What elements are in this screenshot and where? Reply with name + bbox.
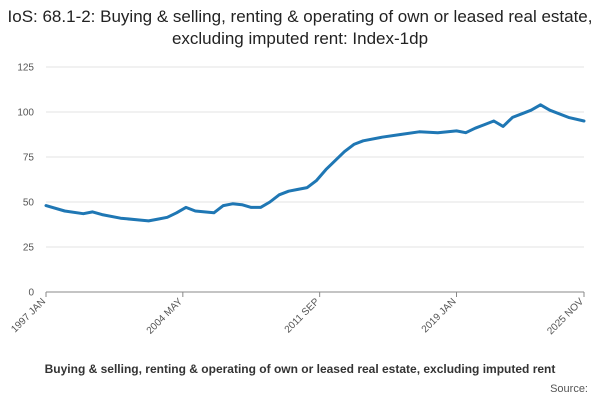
data-point: [511, 116, 514, 119]
data-point: [100, 213, 104, 216]
data-point: [222, 204, 225, 207]
data-point: [567, 116, 570, 119]
data-point: [548, 109, 551, 112]
data-point: [287, 190, 290, 193]
data-point: [138, 218, 141, 222]
data-point: [324, 168, 328, 171]
data-point: [82, 212, 85, 215]
data-point: [156, 217, 160, 221]
data-point: [259, 206, 262, 209]
y-tick-label: 25: [23, 243, 35, 254]
y-tick-label: 100: [17, 108, 34, 119]
data-point: [464, 131, 467, 134]
series-line: [44, 103, 586, 223]
data-point: [529, 109, 533, 112]
data-point: [240, 203, 244, 206]
data-point: [184, 206, 188, 209]
y-tick-label: 75: [23, 153, 35, 164]
data-point: [231, 202, 234, 205]
x-tick-label: 2025 NOV: [545, 296, 586, 337]
data-point: [119, 217, 122, 220]
x-tick-label: 1997 JAN: [9, 296, 48, 335]
data-point: [296, 188, 300, 191]
data-point: [278, 193, 281, 196]
data-point: [362, 139, 365, 142]
data-point: [343, 150, 346, 153]
data-point: [399, 133, 402, 136]
data-point: [194, 209, 197, 213]
x-tick-label: 2004 MAY: [145, 296, 186, 337]
data-point: [380, 136, 384, 139]
data-point: [166, 216, 169, 219]
data-point: [436, 131, 439, 134]
y-tick-label: 0: [28, 288, 34, 299]
data-point: [582, 119, 586, 123]
data-point: [306, 186, 309, 189]
chart-title: IoS: 68.1-2: Buying & selling, renting &…: [7, 7, 593, 48]
data-point: [334, 159, 337, 162]
data-point: [418, 130, 421, 133]
data-point: [175, 211, 178, 214]
y-tick-label: 125: [17, 63, 34, 74]
y-tick-label: 50: [23, 198, 35, 209]
data-point: [483, 123, 486, 126]
data-point: [315, 179, 318, 182]
data-point: [520, 112, 523, 116]
legend-label: Buying & selling, renting & operating of…: [45, 362, 556, 376]
data-point: [212, 211, 216, 214]
x-axis: 1997 JAN 2004 MAY 2011 SEP 2019 JAN 2025 NOV: [9, 292, 586, 337]
data-point: [539, 103, 542, 107]
x-tick-label: 2019 JAN: [420, 296, 459, 335]
data-point: [250, 206, 253, 209]
y-axis: 0 25 50 75 100 125: [17, 63, 34, 299]
data-point: [455, 129, 458, 133]
x-tick-label: 2011 SEP: [283, 296, 322, 335]
series-layer: [44, 103, 586, 223]
data-point: [492, 119, 495, 123]
data-point: [63, 209, 66, 213]
data-point: [268, 200, 272, 204]
data-point: [501, 125, 505, 128]
source-label: Source:: [550, 383, 588, 395]
grid-lines: [46, 66, 584, 293]
data-point: [474, 127, 477, 130]
data-point: [91, 210, 94, 214]
data-point: [44, 204, 48, 207]
data-point: [147, 219, 150, 223]
data-point: [352, 143, 356, 146]
